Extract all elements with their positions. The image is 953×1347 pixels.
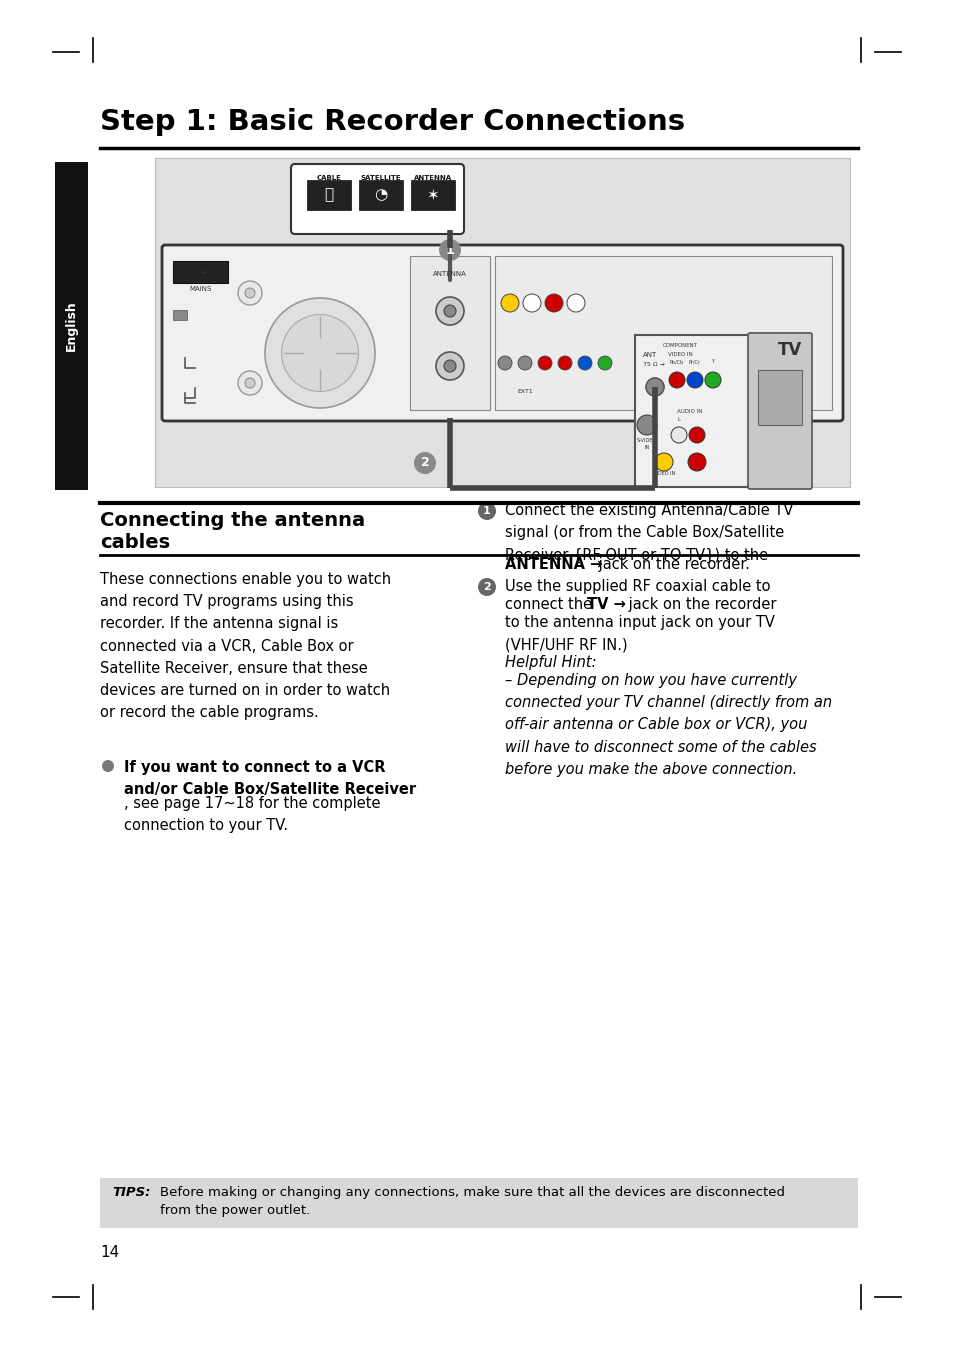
Text: SATELLITE: SATELLITE: [360, 175, 401, 180]
Circle shape: [704, 372, 720, 388]
Text: 1: 1: [445, 244, 454, 256]
Circle shape: [237, 282, 262, 304]
Circle shape: [655, 453, 672, 471]
Circle shape: [438, 238, 460, 261]
Text: EXT1: EXT1: [517, 389, 533, 395]
Text: 1: 1: [482, 506, 491, 516]
Circle shape: [281, 314, 358, 392]
Text: ✶: ✶: [426, 187, 439, 202]
Circle shape: [477, 578, 496, 595]
Circle shape: [265, 298, 375, 408]
Text: ANTENNA: ANTENNA: [433, 271, 466, 277]
Circle shape: [245, 288, 254, 298]
Text: Step 1: Basic Recorder Connections: Step 1: Basic Recorder Connections: [100, 108, 684, 136]
Text: AUDIO IN: AUDIO IN: [677, 409, 702, 414]
Bar: [758, 370, 801, 426]
Circle shape: [637, 415, 657, 435]
Circle shape: [500, 294, 518, 313]
Text: ANTENNA →: ANTENNA →: [504, 558, 601, 572]
Circle shape: [645, 379, 663, 396]
Circle shape: [443, 360, 456, 372]
Circle shape: [688, 427, 704, 443]
Circle shape: [686, 372, 702, 388]
Text: Helpful Hint:: Helpful Hint:: [504, 655, 596, 669]
Circle shape: [443, 304, 456, 317]
Text: Pr/Cr: Pr/Cr: [688, 360, 700, 364]
Bar: [154, 158, 849, 488]
Bar: [307, 180, 351, 210]
Bar: [172, 261, 228, 283]
Circle shape: [522, 294, 540, 313]
Bar: [411, 180, 455, 210]
Text: Use the supplied RF coaxial cable to: Use the supplied RF coaxial cable to: [504, 579, 770, 594]
Text: to the antenna input jack on your TV
(VHF/UHF RF IN.): to the antenna input jack on your TV (VH…: [504, 616, 774, 652]
Text: jack on the recorder: jack on the recorder: [623, 597, 776, 612]
Bar: [172, 310, 187, 321]
Text: L: L: [677, 418, 679, 422]
Text: English: English: [65, 300, 78, 352]
Circle shape: [414, 453, 436, 474]
FancyBboxPatch shape: [291, 164, 463, 234]
Text: 2: 2: [420, 457, 429, 470]
Text: VIDEO IN: VIDEO IN: [652, 471, 675, 475]
Text: , see page 17~18 for the complete
connection to your TV.: , see page 17~18 for the complete connec…: [124, 796, 380, 834]
Circle shape: [537, 356, 552, 370]
Circle shape: [558, 356, 572, 370]
Text: Pb/Cb: Pb/Cb: [669, 360, 683, 364]
Text: TV →: TV →: [586, 597, 625, 612]
Circle shape: [670, 427, 686, 443]
Text: 14: 14: [100, 1245, 119, 1259]
Circle shape: [237, 370, 262, 395]
Bar: [55, 162, 88, 490]
Text: TIPS:: TIPS:: [112, 1185, 151, 1199]
Bar: [410, 256, 490, 409]
Circle shape: [566, 294, 584, 313]
Text: connect the: connect the: [504, 597, 597, 612]
Text: jack on the recorder.: jack on the recorder.: [594, 558, 749, 572]
Text: MAINS: MAINS: [190, 286, 212, 292]
Text: 2: 2: [482, 582, 491, 591]
Bar: [635, 335, 749, 488]
Text: – Depending on how you have currently
connected your TV channel (directly from a: – Depending on how you have currently co…: [504, 674, 831, 777]
Text: cables: cables: [100, 533, 170, 552]
Bar: [495, 256, 831, 409]
Text: ⦿: ⦿: [324, 187, 334, 202]
Circle shape: [578, 356, 592, 370]
Circle shape: [544, 294, 562, 313]
Text: ◔: ◔: [374, 187, 387, 202]
Text: 75 Ω →: 75 Ω →: [642, 362, 664, 366]
Circle shape: [245, 379, 254, 388]
Circle shape: [102, 760, 113, 772]
Text: ~: ~: [195, 265, 207, 280]
Text: Y: Y: [711, 360, 714, 364]
Circle shape: [497, 356, 512, 370]
Circle shape: [687, 453, 705, 471]
Circle shape: [436, 352, 463, 380]
Circle shape: [477, 502, 496, 520]
Text: ANTENNA: ANTENNA: [414, 175, 452, 180]
Bar: [358, 180, 402, 210]
Bar: [100, 1179, 857, 1228]
Circle shape: [668, 372, 684, 388]
Text: S-VIDEO: S-VIDEO: [637, 438, 657, 443]
Text: Before making or changing any connections, make sure that all the devices are di: Before making or changing any connection…: [160, 1185, 784, 1199]
Circle shape: [517, 356, 532, 370]
Text: TV: TV: [777, 341, 801, 360]
Circle shape: [645, 379, 663, 396]
Circle shape: [598, 356, 612, 370]
FancyBboxPatch shape: [747, 333, 811, 489]
Text: If you want to connect to a VCR
and/or Cable Box/Satellite Receiver: If you want to connect to a VCR and/or C…: [124, 760, 416, 797]
Circle shape: [436, 296, 463, 325]
Text: IN: IN: [643, 445, 649, 450]
Text: ANT: ANT: [642, 352, 657, 358]
Text: These connections enable you to watch
and record TV programs using this
recorder: These connections enable you to watch an…: [100, 572, 391, 721]
FancyBboxPatch shape: [162, 245, 842, 422]
Text: VIDEO IN: VIDEO IN: [667, 352, 692, 357]
Text: from the power outlet.: from the power outlet.: [160, 1204, 310, 1216]
Text: Connect the existing Antenna/Cable TV
signal (or from the Cable Box/Satellite
Re: Connect the existing Antenna/Cable TV si…: [504, 502, 793, 563]
Text: CABLE: CABLE: [316, 175, 341, 180]
Text: Connecting the antenna: Connecting the antenna: [100, 511, 365, 529]
Text: COMPONENT: COMPONENT: [661, 343, 697, 348]
